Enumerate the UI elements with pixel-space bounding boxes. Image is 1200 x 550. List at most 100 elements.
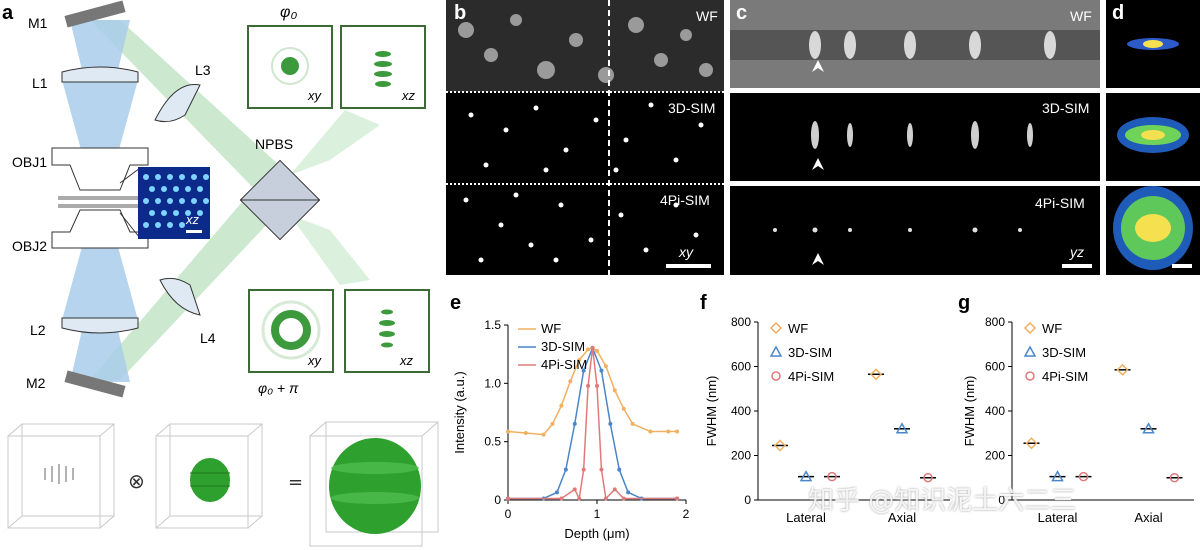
mirror-m1: [64, 0, 126, 28]
panel-b: b WF 3D-SIM 4Pi-SIM xy: [446, 0, 724, 275]
e-point: [559, 403, 564, 408]
e-y-axis-label: Intensity (a.u.): [452, 371, 467, 453]
f-legend-marker: [771, 371, 781, 381]
arrowhead-3dsim: [812, 158, 824, 170]
g-data-point: [1116, 363, 1129, 376]
label-m1: M1: [28, 15, 48, 31]
g-data-point: [1078, 471, 1089, 482]
e-point: [586, 347, 591, 352]
result-band-2: [331, 492, 419, 504]
e-point: [550, 421, 555, 426]
f-data-point: [773, 439, 787, 452]
label-l1: L1: [32, 75, 48, 91]
e-point: [563, 467, 568, 472]
phase-bottom-label: φ₀ + π: [258, 380, 299, 396]
f-data-point: [895, 422, 909, 434]
e-point: [590, 345, 595, 350]
mirror-m2: [64, 370, 126, 398]
green-psf-object: [190, 458, 230, 502]
label-npbs: NPBS: [255, 136, 294, 152]
e-point: [599, 467, 604, 472]
box-2: [155, 423, 263, 529]
e-x-tick-label: 0: [505, 507, 512, 521]
phase-bottom-xz-pattern: [379, 309, 395, 348]
e-point: [603, 496, 608, 501]
chart-e: 0 0.5 1.0 1.5 0 1 2 Depth (μm) Intensity (a.u.) W…: [452, 318, 690, 541]
sample-plate-bottom: [58, 204, 142, 208]
e-point: [617, 467, 622, 472]
f-y-tick-label: 800: [731, 315, 751, 329]
blue-beam-top: [70, 20, 130, 70]
equals-operator: =: [288, 472, 303, 493]
c-label-4pisim: 4Pi-SIM: [1035, 195, 1085, 211]
f-data-point: [869, 368, 883, 381]
convolution-diagram: ⊗ =: [7, 421, 439, 547]
e-point: [572, 487, 577, 492]
e-point: [506, 429, 510, 434]
wf-blurs: [458, 14, 713, 83]
e-series-line: [507, 346, 678, 436]
phase-top-xz-label: xz: [402, 88, 415, 103]
e-point: [577, 496, 582, 501]
e-y-tick-label: 1.0: [484, 376, 501, 390]
e-y-tick-label: 1.5: [484, 318, 501, 332]
e-point: [630, 421, 635, 426]
e-point: [666, 429, 671, 434]
lens-l2: [61, 317, 139, 334]
e-point: [621, 406, 626, 411]
g-legend-marker: [1025, 371, 1035, 381]
panel-letter-b: b: [454, 2, 467, 24]
e-point: [608, 421, 613, 426]
e-point: [541, 432, 546, 437]
e-point: [675, 429, 680, 434]
phase-bottom-xz-label: xz: [400, 353, 413, 368]
objective-obj2: [51, 209, 149, 249]
e-point: [675, 496, 680, 501]
f-data-point: [923, 473, 933, 483]
g-legend-label: 4Pi-SIM: [1042, 369, 1088, 384]
phase-top-xz-pattern: [374, 51, 392, 87]
phase-top-xy-spot: [281, 57, 299, 75]
arrowhead-4pisim: [812, 253, 824, 265]
g-data-point: [1025, 437, 1038, 450]
result-object: [329, 438, 421, 534]
phase-top-xy-label: xy: [308, 88, 321, 103]
c-label-3dsim: 3D-SIM: [1042, 100, 1090, 116]
arrowhead-wf: [812, 60, 824, 72]
e-x-tick-label: 1: [594, 507, 601, 521]
b-label-wf: WF: [696, 8, 718, 24]
e-legend-label: 3D-SIM: [541, 339, 585, 354]
panel-letter-a: a: [2, 2, 14, 24]
f-y-tick-label: 600: [731, 360, 751, 374]
inset-label: xz: [186, 212, 199, 227]
panel-letter-c: c: [736, 2, 748, 24]
e-point: [506, 496, 510, 501]
g-legend-marker: [1023, 321, 1037, 335]
phase-top-xy-ring: [271, 47, 309, 85]
b-label-3dsim: 3D-SIM: [668, 100, 716, 116]
g-y-tick-label: 0: [998, 493, 1005, 507]
label-obj1: OBJ1: [12, 154, 48, 170]
g-data-point: [1142, 422, 1155, 434]
inset-connector-bottom: [119, 212, 141, 239]
e-x-tick-label: 2: [683, 507, 690, 521]
e-point: [626, 490, 631, 495]
sample-plate-top: [58, 196, 142, 200]
f-y-tick-label: 200: [731, 449, 751, 463]
label-l3: L3: [195, 62, 211, 78]
green-beam-upper: [90, 20, 290, 200]
e-point: [595, 383, 599, 388]
result-band-1: [331, 462, 419, 474]
green-beam-lower: [90, 175, 290, 380]
g-data-point: [1051, 470, 1064, 482]
output-beam-lower: [290, 215, 370, 285]
interference-pattern: [143, 174, 209, 233]
lens-l1: [61, 66, 139, 83]
f-legend-marker: [769, 345, 783, 357]
e-legend-label: WF: [541, 321, 561, 336]
f-category-label: Lateral: [786, 510, 826, 525]
panel-letter-d: d: [1112, 2, 1125, 24]
e-point: [612, 487, 617, 492]
label-obj2: OBJ2: [12, 238, 48, 254]
e-point: [568, 379, 573, 384]
